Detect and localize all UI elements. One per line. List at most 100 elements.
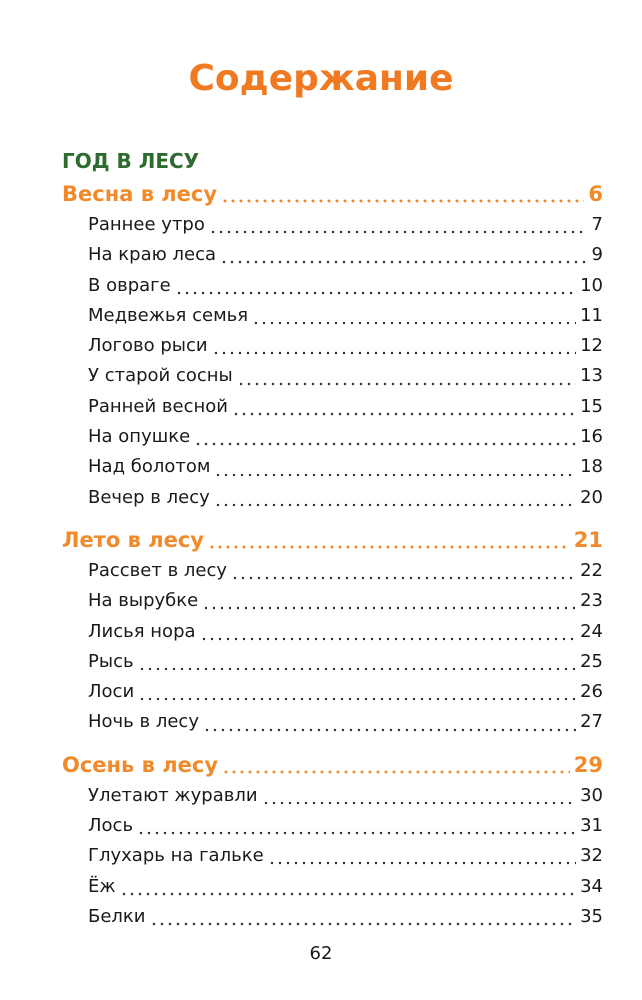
entry-title: Над болотом — [88, 456, 211, 478]
dot-leader — [194, 442, 577, 447]
part-page: 29 — [573, 752, 603, 777]
dot-leader — [214, 472, 577, 477]
dot-leader — [137, 831, 577, 836]
dot-leader — [149, 922, 577, 927]
entry-row: В овраге 10 — [62, 271, 603, 301]
entry-title: На краю леса — [88, 244, 216, 266]
entry-page: 34 — [580, 875, 603, 897]
entry-title: У старой сосны — [88, 365, 233, 387]
entry-row: Глухарь на гальке 32 — [62, 841, 603, 871]
entry-title: На вырубке — [88, 590, 199, 612]
entry-page: 27 — [580, 711, 603, 733]
dot-leader — [213, 502, 577, 507]
entry-title: Ночь в лесу — [88, 711, 199, 733]
entry-title: Рассвет в лесу — [88, 559, 228, 581]
entry-row: Рысь 25 — [62, 647, 603, 677]
dot-leader — [138, 697, 577, 702]
dot-leader — [261, 800, 577, 805]
entry-page: 20 — [580, 486, 603, 508]
entry-title: Логово рыси — [88, 335, 208, 357]
dot-leader — [174, 290, 577, 295]
section-heading: ГОД В ЛЕСУ — [62, 149, 200, 173]
dot-leader — [231, 411, 577, 416]
entry-page: 23 — [580, 590, 603, 612]
entry-title: В овраге — [88, 274, 171, 296]
entry-row: Ранней весной 15 — [62, 392, 603, 422]
entry-page: 24 — [580, 620, 603, 642]
entry-row: Рассвет в лесу 22 — [62, 556, 603, 586]
entry-title: Медвежья семья — [88, 304, 249, 326]
entry-row: На вырубке 23 — [62, 586, 603, 616]
dot-leader — [220, 260, 588, 265]
dot-leader — [221, 199, 585, 203]
entry-row: Белки 35 — [62, 902, 603, 932]
entry-title: Лось — [88, 815, 134, 837]
entry-page: 15 — [580, 395, 603, 417]
entry-row: На краю леса 9 — [62, 240, 603, 270]
entry-row: Лисья нора 24 — [62, 617, 603, 647]
entry-row: Над болотом 18 — [62, 452, 603, 482]
dot-leader — [202, 727, 577, 732]
part-row: Осень в лесу 29 — [62, 749, 603, 781]
entry-title: На опушке — [88, 426, 191, 448]
part-page: 21 — [573, 527, 603, 552]
entry-page: 31 — [580, 815, 603, 837]
table-of-contents: Весна в лесу 6 Раннее утро 7 На краю леса 9 В … — [62, 178, 603, 932]
dot-leader — [231, 576, 577, 581]
entry-title: Глухарь на гальке — [88, 845, 264, 867]
entry-page: 12 — [580, 335, 603, 357]
part-title: Лето в лесу — [62, 527, 204, 552]
page-title: Содержание — [188, 58, 454, 99]
dot-leader — [222, 769, 570, 774]
entry-row: Улетают журавли 30 — [62, 781, 603, 811]
entry-page: 10 — [580, 274, 603, 296]
entry-page: 9 — [591, 244, 603, 266]
entry-page: 13 — [580, 365, 603, 387]
entry-row: У старой сосны 13 — [62, 361, 603, 391]
entry-row: На опушке 16 — [62, 422, 603, 452]
part-page: 6 — [588, 182, 603, 206]
entry-page: 7 — [591, 214, 603, 235]
entry-row: Лось 31 — [62, 811, 603, 841]
entry-title: Вечер в лесу — [88, 486, 210, 508]
dot-leader — [267, 861, 577, 866]
part-row: Весна в лесу 6 — [62, 178, 603, 210]
entry-title: Белки — [88, 905, 146, 927]
entry-title: Лисья нора — [88, 620, 196, 642]
entry-page: 22 — [580, 559, 603, 581]
entry-title: Ёж — [88, 875, 116, 897]
entry-page: 32 — [580, 845, 603, 867]
entry-title: Раннее утро — [88, 214, 205, 235]
entry-title: Рысь — [88, 650, 134, 672]
entry-title: Лоси — [88, 681, 135, 703]
dot-leader — [119, 891, 577, 896]
entry-page: 26 — [580, 681, 603, 703]
dot-leader — [208, 230, 588, 235]
entry-page: 35 — [580, 905, 603, 927]
entry-row: Раннее утро 7 — [62, 210, 603, 240]
part-title: Осень в лесу — [62, 752, 219, 777]
dot-leader — [202, 606, 577, 611]
part-row: Лето в лесу 21 — [62, 524, 603, 556]
dot-leader — [236, 381, 577, 386]
dot-leader — [252, 321, 577, 326]
page-number: 62 — [309, 943, 333, 964]
entry-row: Лоси 26 — [62, 677, 603, 707]
entry-page: 30 — [580, 784, 603, 806]
entry-row: Логово рыси 12 — [62, 331, 603, 361]
entry-row: Ночь в лесу 27 — [62, 707, 603, 737]
entry-title: Улетают журавли — [88, 784, 258, 806]
entry-row: Ёж 34 — [62, 872, 603, 902]
entry-row: Вечер в лесу 20 — [62, 483, 603, 513]
dot-leader — [199, 636, 577, 641]
part-title: Весна в лесу — [62, 182, 218, 206]
dot-leader — [211, 351, 577, 356]
entry-page: 25 — [580, 650, 603, 672]
dot-leader — [137, 667, 577, 671]
entry-page: 18 — [580, 456, 603, 478]
entry-page: 16 — [580, 426, 603, 448]
dot-leader — [207, 544, 570, 549]
entry-row: Медвежья семья 11 — [62, 301, 603, 331]
entry-page: 11 — [580, 304, 603, 326]
